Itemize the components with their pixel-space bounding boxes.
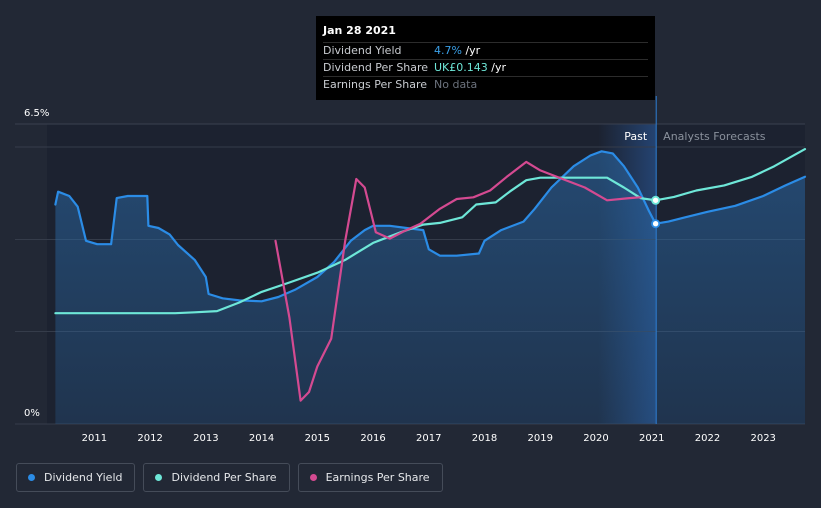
dividend-per-share-marker[interactable] (651, 195, 661, 205)
tooltip-row-value: No data (434, 78, 478, 91)
legend-dividend-yield[interactable]: Dividend Yield (16, 463, 136, 492)
x-tick-label: 2023 (750, 433, 775, 444)
tooltip-row-name: Dividend Per Share (323, 61, 429, 74)
dividend-per-share-line (54, 148, 807, 315)
x-tick-label: 2011 (82, 433, 107, 444)
x-tick-label: 2017 (416, 433, 441, 444)
tooltip-row-value: UK£0.143 (434, 61, 488, 74)
dividend-yield-marker[interactable] (651, 219, 661, 229)
tooltip-row-unit: /yr (487, 61, 507, 74)
y-axis-max-label: 6.5% (24, 108, 49, 119)
tooltip-row-name: Dividend Yield (323, 44, 402, 57)
legend-dot-icon (28, 474, 35, 481)
y-axis-min-label: 0% (24, 408, 40, 419)
x-tick-label: 2020 (583, 433, 608, 444)
analysts-forecasts-label: Analysts Forecasts (663, 130, 766, 143)
dividend-yield-line (54, 150, 807, 303)
legend-earnings-per-share[interactable]: Earnings Per Share (297, 463, 443, 492)
tooltip-row-value: 4.7% (434, 44, 462, 57)
tooltip-row-dividend-per-share: Dividend Per Share UK£0.143 /yr (323, 59, 648, 76)
x-tick-label: 2012 (137, 433, 162, 444)
legend-dividend-per-share[interactable]: Dividend Per Share (143, 463, 290, 492)
tooltip-row-unit: /yr (461, 44, 481, 57)
x-tick-label: 2021 (639, 433, 664, 444)
legend-dot-icon (309, 474, 317, 481)
past-label: Past (624, 130, 648, 143)
tooltip-row-earnings-per-share: Earnings Per Share No data (323, 76, 648, 93)
x-tick-label: 2022 (695, 433, 720, 444)
x-tick-label: 2014 (249, 433, 274, 444)
x-tick-label: 2015 (305, 433, 330, 444)
tooltip-row-name: Earnings Per Share (323, 78, 428, 91)
x-tick-label: 2016 (360, 433, 385, 444)
x-tick-label: 2018 (472, 433, 497, 444)
legend-label: Dividend Per Share (171, 471, 277, 484)
legend-label: Earnings Per Share (325, 471, 430, 484)
x-tick-label: 2013 (193, 433, 218, 444)
tooltip-row-dividend-yield: Dividend Yield 4.7% /yr (323, 42, 648, 59)
legend-dot-icon (155, 474, 163, 481)
x-tick-label: 2019 (528, 433, 553, 444)
dividend-yield-area (55, 151, 805, 425)
earnings-per-share-line (274, 160, 642, 402)
chart-legend: Dividend Yield Dividend Per Share Earnin… (16, 463, 443, 492)
legend-label: Dividend Yield (44, 471, 123, 484)
tooltip-date: Jan 28 2021 (323, 24, 396, 37)
chart-tooltip: Jan 28 2021 Dividend Yield 4.7% /yr Divi… (316, 16, 655, 100)
